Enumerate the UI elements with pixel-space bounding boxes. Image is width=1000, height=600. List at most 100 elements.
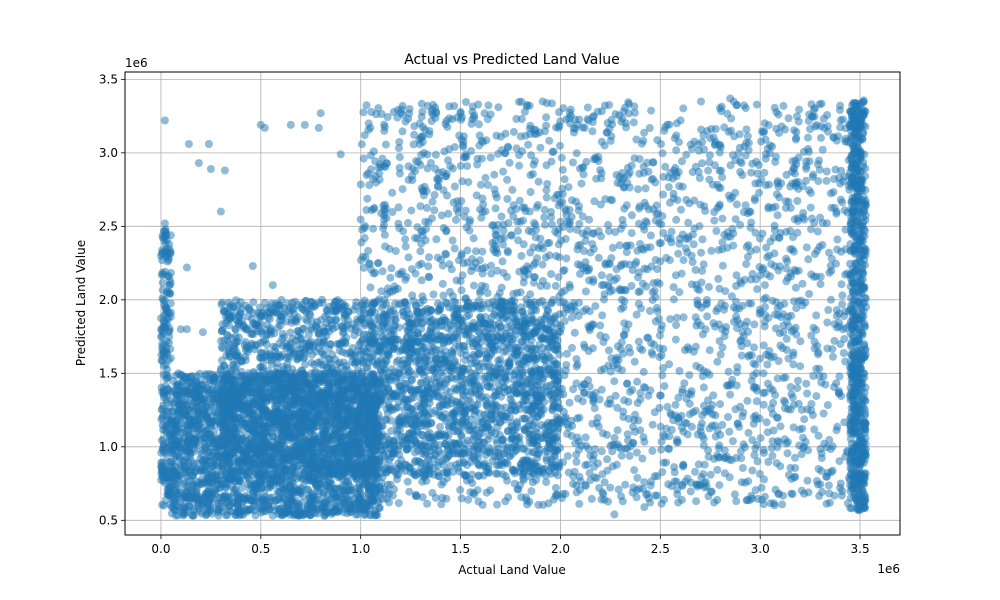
scatter-point <box>201 409 210 418</box>
scatter-point <box>175 471 184 480</box>
scatter-point <box>292 502 301 511</box>
scatter-point <box>397 464 406 473</box>
scatter-point <box>206 420 215 429</box>
scatter-point <box>276 303 285 312</box>
scatter-point <box>185 502 194 511</box>
scatter-point <box>276 504 285 513</box>
scatter-point <box>264 483 273 492</box>
scatter-point <box>181 477 190 486</box>
scatter-point <box>248 416 257 425</box>
scatter-point <box>311 471 320 480</box>
scatter-point <box>313 422 322 431</box>
scatter-point <box>179 507 188 516</box>
scatter-point <box>203 395 212 404</box>
scatter-point <box>189 482 198 491</box>
scatter-point <box>254 504 263 512</box>
scatter-point <box>339 423 348 432</box>
scatter-point <box>309 490 318 499</box>
scatter-point <box>309 463 318 472</box>
scatter-point <box>206 388 215 396</box>
scatter-point <box>320 511 329 520</box>
scatter-point <box>218 298 227 307</box>
scatter-point <box>183 425 192 434</box>
scatter-point <box>438 456 447 465</box>
scatter-point <box>275 482 284 491</box>
scatter-point <box>174 441 183 450</box>
scatter-point <box>235 318 244 327</box>
scatter-point <box>331 484 340 493</box>
scatter-point <box>354 428 363 437</box>
scatter-point <box>258 382 267 391</box>
scatter-point <box>249 489 258 498</box>
scatter-point <box>221 511 230 520</box>
scatter-point <box>375 503 384 512</box>
scatter-point <box>191 467 200 476</box>
scatter-point <box>255 459 264 468</box>
scatter-point <box>291 374 300 383</box>
scatter-point <box>238 494 247 503</box>
scatter-point <box>180 373 189 382</box>
scatter-point <box>197 447 206 456</box>
scatter-point <box>293 327 302 335</box>
scatter-point <box>339 324 348 333</box>
scatter-point <box>212 505 221 514</box>
scatter-point <box>186 437 194 446</box>
scatter-point <box>217 356 226 365</box>
scatter-point <box>177 400 186 409</box>
scatter-point <box>218 344 227 353</box>
scatter-point <box>473 342 482 351</box>
scatter-point <box>244 443 253 452</box>
scatter-point <box>173 491 182 500</box>
scatter-point <box>185 417 194 426</box>
scatter-point <box>317 503 326 511</box>
scatter-point <box>300 468 309 476</box>
scatter-point <box>278 350 287 359</box>
scatter-point <box>321 421 330 430</box>
scatter-point <box>186 383 195 392</box>
scatter-point <box>230 342 238 350</box>
scatter-point <box>266 314 274 323</box>
scatter-point <box>192 411 200 420</box>
scatter-point <box>493 469 502 478</box>
scatter-point <box>195 369 204 378</box>
scatter-point <box>217 326 226 335</box>
scatter-point <box>297 448 306 456</box>
scatter-point <box>187 511 196 520</box>
scatter-point <box>211 461 220 470</box>
scatter-point <box>224 395 233 404</box>
scatter-point <box>247 482 256 491</box>
scatter-point <box>282 412 291 421</box>
scatter-point <box>235 507 244 516</box>
scatter-point <box>352 372 361 381</box>
scatter-point <box>260 298 269 307</box>
scatter-point <box>349 442 358 451</box>
scatter-point <box>251 511 260 520</box>
scatter-point <box>217 467 226 476</box>
scatter-point <box>318 470 327 479</box>
scatter-point <box>210 406 219 415</box>
scatter-point <box>194 427 203 436</box>
scatter-point <box>180 461 189 470</box>
scatter-point <box>227 493 236 502</box>
scatter-point <box>298 498 307 507</box>
scatter-point <box>521 414 530 423</box>
scatter-point <box>338 348 347 356</box>
scatter-point <box>290 482 299 491</box>
scatter-point <box>284 501 293 510</box>
scatter-point <box>198 497 207 506</box>
scatter-point <box>240 421 249 430</box>
scatter-point <box>258 366 267 375</box>
scatter-point <box>303 385 311 393</box>
scatter-point <box>329 373 338 382</box>
scatter-point <box>339 508 348 517</box>
chart-title: Actual vs Predicted Land Value <box>404 52 620 68</box>
scatter-point <box>315 299 324 307</box>
scatter-point <box>211 475 220 484</box>
scatter-point <box>317 315 326 324</box>
scatter-point <box>226 500 235 509</box>
scatter-point <box>278 329 287 338</box>
scatter-point <box>355 504 364 513</box>
scatter-point <box>315 438 324 446</box>
scatter-point <box>393 426 402 435</box>
scatter-point <box>222 483 230 492</box>
